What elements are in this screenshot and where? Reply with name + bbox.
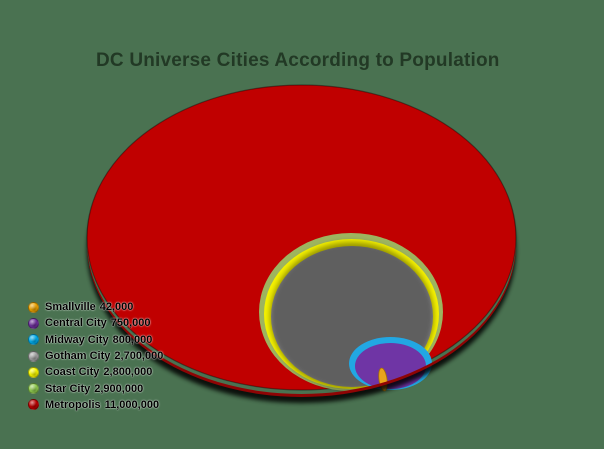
legend-item-central-city: Central City 750,000: [28, 315, 163, 331]
legend-item-midway-city: Midway City 800,000: [28, 332, 163, 348]
legend-item-metropolis: Metropolis 11,000,000: [28, 397, 163, 413]
smallville-legend-marker-icon: [28, 301, 39, 313]
central-city-legend-marker-icon: [28, 317, 39, 329]
star-city-legend-marker-icon: [28, 383, 39, 395]
legend-label: Smallville 42,000: [45, 301, 134, 314]
metropolis-legend-marker-icon: [28, 399, 39, 411]
coast-city-legend-marker-icon: [28, 366, 39, 378]
legend-label: Midway City 800,000: [45, 333, 153, 346]
gotham-city-legend-marker-icon: [28, 350, 39, 362]
legend-item-star-city: Star City 2,900,000: [28, 380, 163, 396]
legend-label: Metropolis 11,000,000: [45, 398, 160, 411]
chart-title: DC Universe Cities According to Populati…: [96, 50, 500, 71]
legend-label: Star City 2,900,000: [45, 382, 144, 395]
legend-label: Coast City 2,800,000: [45, 366, 153, 379]
legend-label: Central City 750,000: [45, 317, 151, 330]
legend-item-coast-city: Coast City 2,800,000: [28, 364, 163, 380]
legend: Smallville 42,000 Central City 750,000 Mid…: [28, 299, 163, 413]
midway-city-legend-marker-icon: [28, 334, 39, 346]
legend-item-smallville: Smallville 42,000: [28, 299, 163, 315]
legend-item-gotham-city: Gotham City 2,700,000: [28, 348, 163, 364]
legend-label: Gotham City 2,700,000: [45, 350, 164, 363]
red-disc-front-rim: [87, 92, 516, 403]
